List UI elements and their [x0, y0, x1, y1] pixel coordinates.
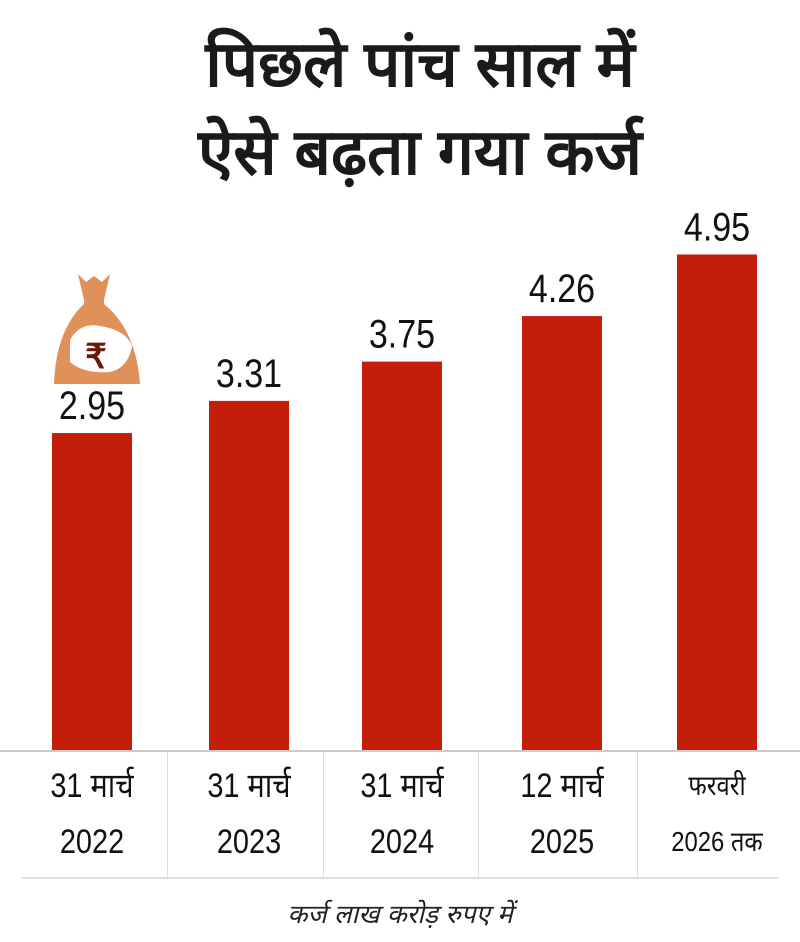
data-label: 3.75: [369, 311, 435, 356]
bar: [209, 400, 289, 750]
title-line-2: ऐसे बढ़ता गया कर्ज: [198, 116, 642, 188]
x-axis-line: [0, 750, 800, 752]
x-tick-label: 12 मार्च 2025: [520, 767, 604, 861]
column-divider: [323, 752, 324, 878]
bar: [677, 254, 757, 750]
x-tick-label: 31 मार्च 2022: [50, 767, 134, 861]
column-divider: [478, 752, 479, 878]
column-divider: [637, 752, 638, 878]
svg-text:₹: ₹: [85, 338, 107, 376]
bar: [362, 361, 442, 750]
bar: [52, 433, 132, 750]
data-label: 4.95: [684, 204, 750, 249]
x-tick-label: फरवरी 2026 तक: [671, 770, 763, 857]
money-bag-rupee-icon: ₹: [54, 274, 140, 384]
data-label: 2.95: [59, 382, 125, 427]
x-tick-label: 31 मार्च 2024: [360, 767, 444, 861]
data-label: 3.31: [216, 350, 282, 395]
column-divider: [167, 752, 168, 878]
x-tick-label: 31 मार्च 2023: [207, 767, 291, 861]
data-label: 4.26: [529, 265, 595, 310]
title-line-1: पिछले पांच साल में: [205, 28, 635, 100]
chart-title: पिछले पांच साल में ऐसे बढ़ता गया कर्ज: [0, 20, 800, 196]
bar: [522, 316, 602, 750]
table-bottom-line: [22, 877, 778, 879]
unit-note: कर्ज लाख करोड़ रुपए में: [287, 899, 513, 929]
